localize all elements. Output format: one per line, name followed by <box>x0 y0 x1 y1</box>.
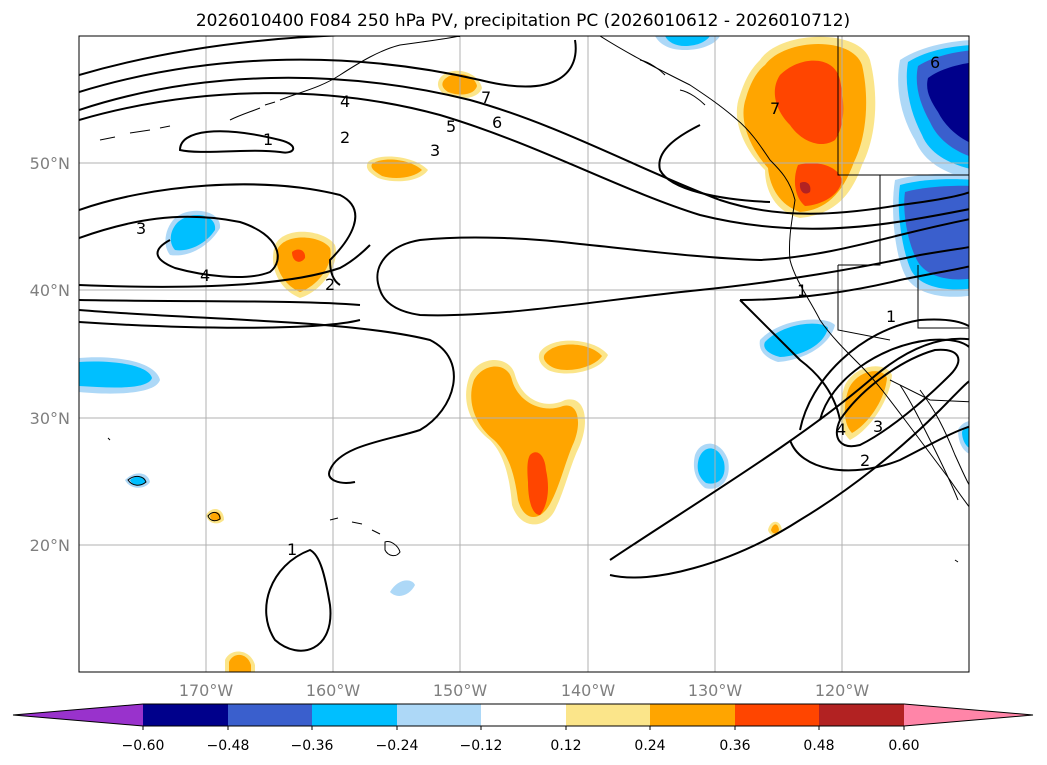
colorbar-tick-label: 0.12 <box>550 738 581 754</box>
coastlines <box>99 36 969 563</box>
colorbar-low-extension <box>13 704 143 726</box>
contour-label: 4 <box>340 92 350 111</box>
contour-label: 1 <box>797 281 807 300</box>
lon-label: 120°W <box>815 681 870 700</box>
contour-label: 2 <box>860 451 870 470</box>
colorbar-segment <box>650 704 735 726</box>
contour-label: 5 <box>446 117 456 136</box>
colorbar-segment <box>819 704 904 726</box>
lon-label: 150°W <box>433 681 488 700</box>
colorbar-high-extension <box>904 704 1033 726</box>
map-area: 1 1 1 1 2 2 2 3 3 3 4 4 4 5 6 6 7 7 <box>79 36 969 672</box>
lat-label: 30°N <box>30 409 70 428</box>
lon-label: 170°W <box>179 681 234 700</box>
map-frame <box>78 35 970 673</box>
contour-label: 1 <box>886 307 896 326</box>
colorbar-tick-label: −0.48 <box>207 738 250 754</box>
colorbar-segment <box>735 704 819 726</box>
colorbar-segment <box>566 704 650 726</box>
contour-label: 2 <box>325 275 335 294</box>
contour-label: 1 <box>263 130 273 149</box>
contour-label: 4 <box>200 266 210 285</box>
pv-contours <box>79 36 969 652</box>
lon-label: 160°W <box>306 681 361 700</box>
graticule <box>79 36 969 672</box>
colorbar-segment <box>481 704 566 726</box>
contour-label: 6 <box>492 113 502 132</box>
contour-labels: 1 1 1 1 2 2 2 3 3 3 4 4 4 5 6 6 7 7 <box>136 53 940 559</box>
lat-label: 40°N <box>30 281 70 300</box>
lon-label: 140°W <box>561 681 616 700</box>
lon-label: 130°W <box>688 681 743 700</box>
contour-label: 3 <box>430 141 440 160</box>
contour-label: 7 <box>770 99 780 118</box>
colorbar-segment <box>397 704 481 726</box>
colorbar-tick-label: −0.24 <box>376 738 419 754</box>
lat-label: 20°N <box>30 536 70 555</box>
colorbar-tick-label: 0.36 <box>719 738 750 754</box>
colorbar: −0.60 −0.48 −0.36 −0.24 −0.12 0.12 0.24 … <box>12 703 1034 754</box>
contour-label: 2 <box>340 128 350 147</box>
colorbar-tick-label: −0.36 <box>291 738 334 754</box>
contour-label: 7 <box>481 88 491 107</box>
contour-label: 4 <box>836 420 846 439</box>
colorbar-segment <box>312 704 397 726</box>
colorbar-ticks <box>142 726 905 730</box>
colorbar-segment <box>143 704 228 726</box>
latitude-labels: 50°N 40°N 30°N 20°N <box>30 154 70 555</box>
contour-label: 6 <box>930 53 940 72</box>
lat-label: 50°N <box>30 154 70 173</box>
colorbar-tick-label: −0.12 <box>460 738 503 754</box>
colorbar-tick-label: 0.60 <box>888 738 919 754</box>
longitude-labels: 170°W 160°W 150°W 140°W 130°W 120°W <box>179 681 870 700</box>
colorbar-segment <box>228 704 312 726</box>
contour-label: 1 <box>287 540 297 559</box>
colorbar-tick-label: 0.48 <box>803 738 834 754</box>
contour-label: 3 <box>873 417 883 436</box>
colorbar-tick-label: −0.60 <box>122 738 165 754</box>
colorbar-tick-label: 0.24 <box>634 738 665 754</box>
contour-label: 3 <box>136 219 146 238</box>
map-title: 2026010400 F084 250 hPa PV, precipitatio… <box>196 11 850 31</box>
precipitation-fills <box>79 36 969 672</box>
